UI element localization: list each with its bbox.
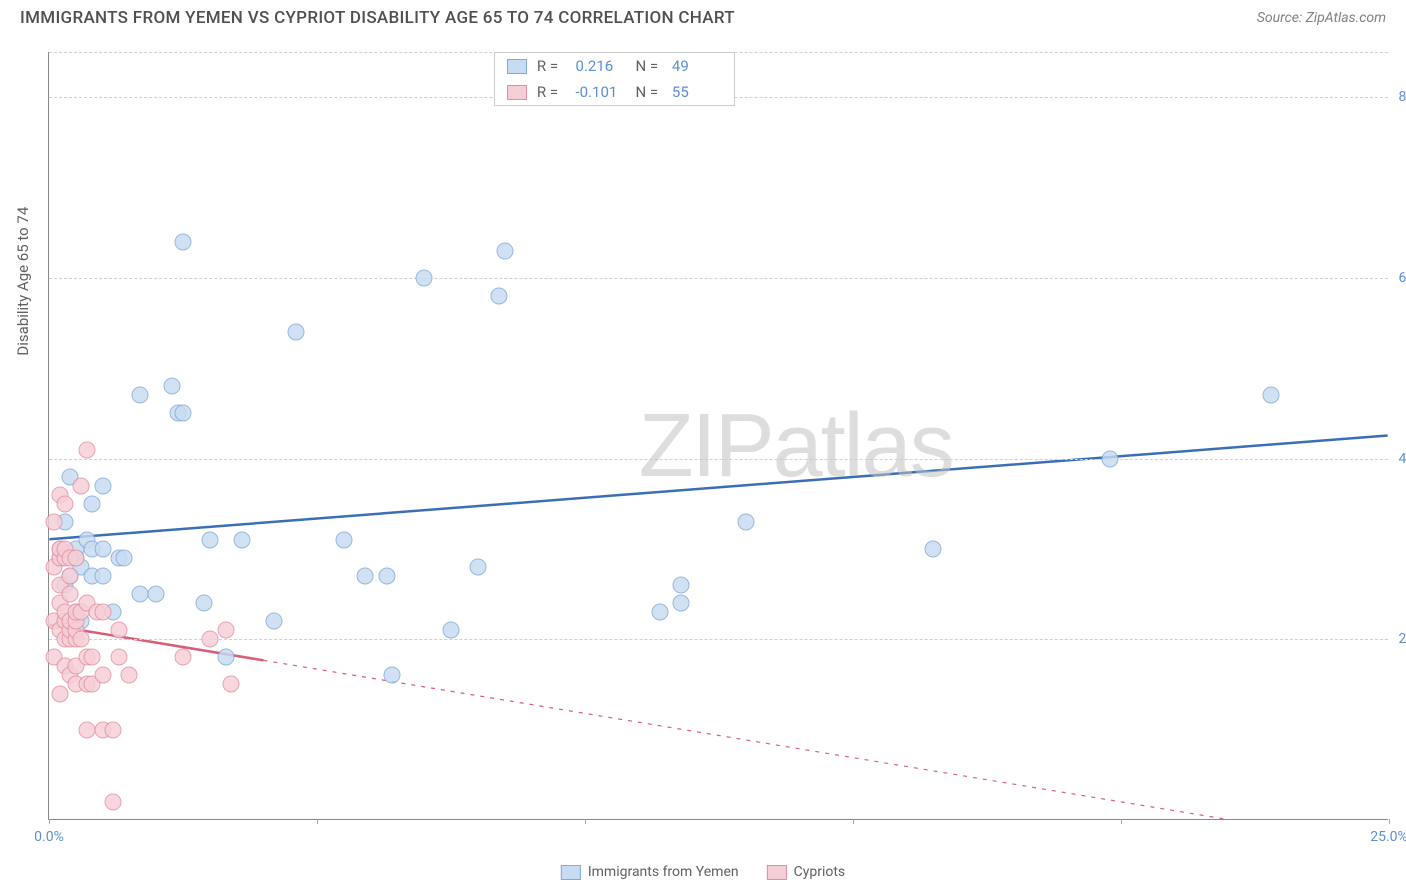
point-yemen [287,324,304,341]
point-yemen [335,531,352,548]
point-cypriot [201,631,218,648]
point-cypriot [57,495,74,512]
point-cypriot [110,622,127,639]
point-yemen [925,540,942,557]
point-yemen [673,595,690,612]
point-yemen [175,405,192,422]
source-label: Source: ZipAtlas.com [1257,10,1386,26]
point-cypriot [73,477,90,494]
gridline [49,459,1388,460]
point-yemen [132,387,149,404]
bottom-legend: Immigrants from Yemen Cypriots [561,864,845,880]
stats-legend: R = 0.216 N = 49 R = -0.101 N = 55 [494,52,735,106]
legend-item: Immigrants from Yemen [561,864,739,880]
scatter-chart: 20.0%40.0%60.0%80.0%0.0%25.0%ZIPatlasR =… [48,52,1388,820]
point-cypriot [83,649,100,666]
y-tick-label: 20.0% [1390,631,1406,647]
y-axis-label: Disability Age 65 to 74 [14,207,32,356]
legend-swatch [507,85,527,100]
point-cypriot [62,586,79,603]
point-yemen [116,549,133,566]
point-yemen [164,378,181,395]
x-tick-label: 25.0% [1370,829,1406,845]
point-cypriot [110,649,127,666]
point-yemen [652,604,669,621]
y-tick-label: 60.0% [1390,270,1406,286]
r-value: -0.101 [576,83,626,101]
point-yemen [416,269,433,286]
point-cypriot [78,721,95,738]
legend-label: Cypriots [794,864,846,880]
point-cypriot [67,549,84,566]
point-cypriot [51,685,68,702]
point-yemen [1263,387,1280,404]
x-tick-mark [585,819,586,824]
r-label: R = [537,57,566,75]
stats-row: R = 0.216 N = 49 [495,53,734,79]
legend-swatch [767,865,787,880]
x-tick-mark [853,819,854,824]
legend-swatch [561,865,581,880]
point-cypriot [175,649,192,666]
point-cypriot [78,441,95,458]
x-tick-mark [1121,819,1122,824]
chart-header: IMMIGRANTS FROM YEMEN VS CYPRIOT DISABIL… [0,0,1406,34]
point-yemen [673,577,690,594]
point-yemen [196,595,213,612]
n-value: 55 [672,83,722,101]
x-tick-label: 0.0% [34,829,64,845]
n-value: 49 [672,57,722,75]
r-value: 0.216 [576,57,626,75]
point-yemen [496,242,513,259]
point-yemen [217,649,234,666]
point-yemen [491,287,508,304]
x-tick-mark [49,819,50,824]
legend-label: Immigrants from Yemen [588,864,739,880]
point-yemen [266,613,283,630]
gridline [49,278,1388,279]
x-tick-mark [1389,819,1390,824]
point-cypriot [73,631,90,648]
point-yemen [737,513,754,530]
point-yemen [94,568,111,585]
point-yemen [357,568,374,585]
point-yemen [94,477,111,494]
point-yemen [469,559,486,576]
legend-item: Cypriots [767,864,846,880]
point-yemen [233,531,250,548]
point-yemen [378,568,395,585]
n-label: N = [636,57,662,75]
point-cypriot [105,721,122,738]
point-yemen [94,540,111,557]
r-label: R = [537,83,566,101]
point-yemen [201,531,218,548]
trend-lines [49,52,1388,819]
stats-row: R = -0.101 N = 55 [495,79,734,105]
point-yemen [1102,450,1119,467]
point-cypriot [121,667,138,684]
point-cypriot [46,513,63,530]
point-cypriot [105,793,122,810]
gridline [49,639,1388,640]
point-yemen [132,586,149,603]
point-cypriot [62,568,79,585]
x-tick-mark [317,819,318,824]
y-tick-label: 40.0% [1390,451,1406,467]
chart-title: IMMIGRANTS FROM YEMEN VS CYPRIOT DISABIL… [20,8,735,28]
point-yemen [148,586,165,603]
point-cypriot [217,622,234,639]
watermark: ZIPatlas [639,395,953,498]
n-label: N = [636,83,662,101]
legend-swatch [507,59,527,74]
point-cypriot [223,676,240,693]
point-cypriot [94,667,111,684]
point-yemen [175,233,192,250]
point-yemen [83,495,100,512]
point-yemen [443,622,460,639]
y-tick-label: 80.0% [1390,89,1406,105]
point-cypriot [94,604,111,621]
point-yemen [384,667,401,684]
